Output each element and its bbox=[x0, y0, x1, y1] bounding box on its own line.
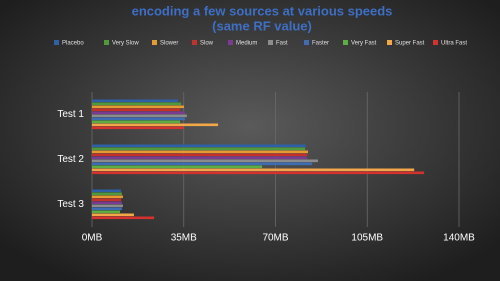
bar bbox=[92, 168, 415, 172]
legend-swatch bbox=[228, 40, 233, 45]
legend-swatch bbox=[433, 40, 438, 45]
legend-swatch bbox=[152, 40, 157, 45]
legend-swatch bbox=[268, 40, 273, 45]
chart-title: encoding a few sources at various speeds bbox=[132, 3, 393, 18]
y-tick-label: Test 3 bbox=[57, 199, 84, 210]
legend-label: Medium bbox=[236, 41, 257, 47]
legend-label: Very Fast bbox=[351, 41, 377, 47]
bar bbox=[92, 102, 182, 106]
bar bbox=[92, 195, 123, 199]
legend-swatch bbox=[343, 40, 348, 45]
bar bbox=[92, 147, 306, 151]
legend-label: Slower bbox=[160, 41, 178, 47]
legend-label: Fast bbox=[276, 41, 288, 47]
x-tick-label: 70MB bbox=[262, 233, 288, 244]
bar bbox=[92, 105, 185, 109]
bar bbox=[92, 192, 122, 196]
bar bbox=[92, 216, 155, 220]
bar bbox=[92, 207, 122, 211]
bar bbox=[92, 213, 134, 217]
legend-label: Ultra Fast bbox=[441, 41, 467, 47]
x-tick-label: 140MB bbox=[443, 233, 475, 244]
legend-swatch bbox=[192, 40, 197, 45]
bar bbox=[92, 123, 219, 127]
bar bbox=[92, 210, 121, 214]
legend-label: Slow bbox=[200, 41, 214, 47]
x-tick-label: 0MB bbox=[82, 233, 103, 244]
bar bbox=[92, 126, 184, 130]
bar bbox=[92, 99, 178, 103]
bar bbox=[92, 159, 318, 163]
bar bbox=[92, 150, 309, 154]
chart-subtitle: (same RF value) bbox=[212, 18, 312, 33]
bar bbox=[92, 153, 307, 157]
bar bbox=[92, 144, 306, 148]
bar bbox=[92, 117, 186, 121]
bar bbox=[92, 198, 122, 202]
x-tick-label: 35MB bbox=[171, 233, 197, 244]
bar bbox=[92, 165, 263, 169]
legend-label: Super Fast bbox=[395, 41, 425, 47]
legend-label: Faster bbox=[312, 41, 329, 47]
bar bbox=[92, 171, 425, 175]
bar bbox=[92, 189, 122, 193]
bar bbox=[92, 162, 313, 166]
bar bbox=[92, 201, 122, 205]
bar bbox=[92, 156, 307, 160]
bar bbox=[92, 114, 187, 118]
y-tick-label: Test 1 bbox=[57, 109, 84, 120]
x-tick-label: 105MB bbox=[351, 233, 383, 244]
legend-label: Placebo bbox=[62, 41, 84, 47]
legend-label: Very Slow bbox=[112, 41, 139, 47]
legend-swatch bbox=[54, 40, 59, 45]
bar bbox=[92, 204, 123, 208]
legend-swatch bbox=[104, 40, 109, 45]
legend-swatch bbox=[304, 40, 309, 45]
bar bbox=[92, 108, 181, 112]
legend-swatch bbox=[387, 40, 392, 45]
bar bbox=[92, 120, 181, 124]
bar bbox=[92, 111, 186, 115]
y-tick-label: Test 2 bbox=[57, 154, 84, 165]
